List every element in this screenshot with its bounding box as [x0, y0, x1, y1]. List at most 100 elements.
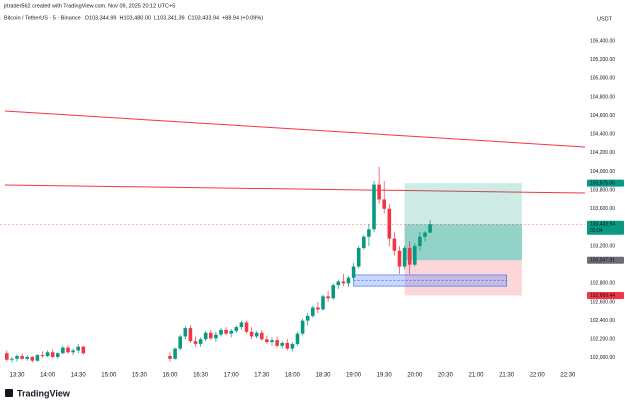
- author-line: jrtrader562 created with TradingView.com…: [3, 3, 175, 9]
- candle-body: [270, 340, 274, 343]
- candle-body: [331, 285, 335, 299]
- x-tick-label: 21:30: [499, 373, 515, 379]
- price-label: 103,047.91: [590, 258, 615, 264]
- y-tick-label: 102,600.00: [590, 299, 615, 305]
- candle-body: [76, 346, 80, 351]
- candle-body: [295, 333, 300, 344]
- x-tick-label: 17:00: [224, 373, 240, 379]
- y-tick-label: 104,800.00: [590, 94, 615, 100]
- x-tick-label: 15:00: [101, 373, 117, 379]
- candle-body: [336, 281, 341, 286]
- candle-body: [321, 296, 325, 310]
- candle-body: [239, 322, 244, 328]
- candle-body: [280, 342, 284, 346]
- position-stop-zone: [404, 260, 522, 296]
- candle-body: [66, 347, 70, 353]
- y-tick-label: 105,200.00: [590, 57, 615, 63]
- y-tick-label: 104,400.00: [590, 132, 615, 138]
- candle-body: [214, 334, 218, 339]
- candle-body: [224, 329, 228, 334]
- candle-body: [428, 224, 432, 233]
- candle-body: [35, 355, 40, 361]
- ohlc-value: 103,480.00: [123, 15, 151, 21]
- x-tick-label: 22:00: [530, 373, 546, 379]
- candle-body: [219, 329, 223, 335]
- x-tick-label: 16:00: [162, 373, 178, 379]
- currency: USDT: [597, 16, 613, 22]
- candle-body: [173, 348, 177, 359]
- trendline: [4, 110, 586, 148]
- candle-body: [316, 307, 320, 310]
- position-target-zone: [404, 183, 522, 261]
- x-tick-label: 19:30: [377, 373, 393, 379]
- x-tick-label: 13:30: [9, 373, 25, 379]
- y-tick-label: 102,200.00: [590, 337, 615, 343]
- candle-body: [25, 356, 29, 359]
- candle-body: [346, 277, 351, 284]
- symbol-row: Bitcoin / TetherUS · 5 · Binance O 103,34…: [4, 15, 263, 21]
- x-tick-label: 21:00: [468, 373, 484, 379]
- candle-body: [10, 358, 14, 360]
- change: +88.94 (+0.09%): [222, 15, 263, 21]
- price-label-bg: [587, 256, 624, 264]
- candle-body: [305, 315, 310, 321]
- ohlc-value: 103,344.99: [89, 15, 117, 21]
- countdown: 02:04: [590, 228, 603, 234]
- price-label-bg: [587, 179, 624, 187]
- price-label: 103,875.00: [590, 180, 615, 186]
- y-tick-label: 103,200.00: [590, 243, 615, 249]
- x-tick-label: 14:30: [71, 373, 87, 379]
- candle-body: [244, 322, 249, 332]
- y-tick-label: 104,600.00: [590, 113, 615, 119]
- y-tick-label: 102,000.00: [590, 355, 615, 361]
- x-tick-label: 19:00: [346, 373, 362, 379]
- candle-body: [351, 266, 356, 278]
- plot: 13:30 14:00 14:30 15:00 15:30 16:00 16:30 17:00…: [0, 38, 624, 379]
- candle-body: [203, 332, 208, 340]
- position-filled-zone: [404, 224, 522, 261]
- y-tick-label: 103,800.00: [590, 187, 615, 193]
- y-tick-label: 102,800.00: [590, 281, 615, 287]
- x-tick-label: 16:30: [193, 373, 209, 379]
- y-tick-label: 104,000.00: [590, 169, 615, 175]
- candle-body: [188, 328, 193, 342]
- candle-body: [229, 330, 233, 334]
- candle-body: [183, 328, 188, 337]
- candle-body: [45, 352, 50, 357]
- candle-body: [392, 238, 397, 251]
- price-label-bg: [587, 292, 624, 300]
- x-tick-label: 15:30: [132, 373, 148, 379]
- y-tick-label: 105,400.00: [590, 38, 615, 44]
- candle-body: [254, 332, 259, 337]
- candle-body: [61, 347, 65, 354]
- candle-body: [198, 339, 203, 344]
- ohlc-key: C: [188, 15, 192, 21]
- candle-body: [377, 184, 381, 200]
- ohlc-value: 103,341.39: [157, 15, 185, 21]
- candle-body: [234, 327, 239, 331]
- candle-body: [193, 341, 198, 344]
- candle-body: [387, 208, 392, 239]
- ohlc-key: L: [154, 15, 157, 21]
- candle-body: [56, 353, 60, 357]
- candle-body: [341, 281, 346, 284]
- ohlc-value: 103,433.94: [192, 15, 220, 21]
- candle-body: [290, 343, 295, 349]
- symbol: Bitcoin / TetherUS · 5 · Binance: [4, 15, 81, 21]
- y-tick-label: 103,600.00: [590, 206, 615, 212]
- candle-body: [15, 356, 19, 359]
- candle-body: [367, 229, 371, 237]
- candle-body: [20, 356, 24, 359]
- ohlc-key: H: [119, 15, 123, 21]
- y-tick-label: 104,200.00: [590, 150, 615, 156]
- candle-body: [50, 352, 55, 357]
- candle-body: [260, 332, 264, 340]
- candle-body: [300, 320, 305, 334]
- candle-body: [407, 247, 412, 265]
- candle-body: [413, 246, 417, 265]
- trendline: [4, 184, 586, 194]
- candle-body: [372, 184, 376, 230]
- candle-body: [40, 355, 45, 357]
- candle-body: [356, 247, 361, 267]
